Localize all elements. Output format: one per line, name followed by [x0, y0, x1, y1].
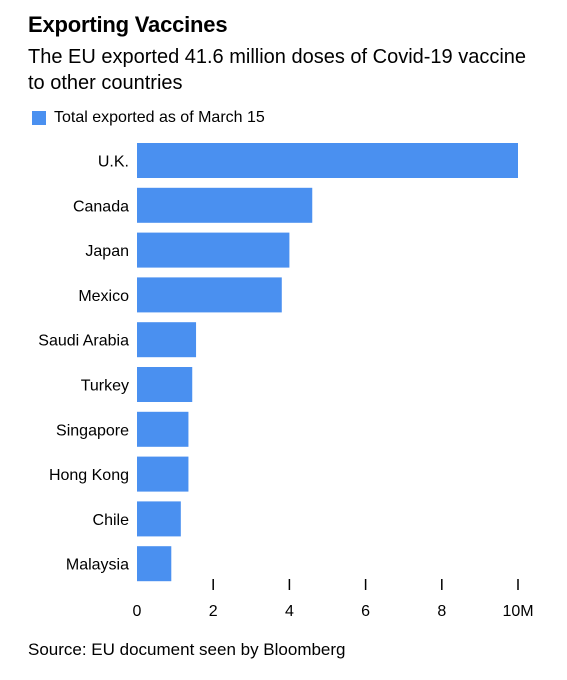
x-tick-label: 10M [502, 603, 533, 620]
bar-canada [137, 187, 313, 223]
bar-turkey [137, 367, 193, 402]
x-tick-label: 8 [437, 603, 446, 620]
x-tick-label: 2 [209, 603, 218, 620]
category-label: Turkey [81, 378, 129, 395]
bar-malaysia [137, 546, 172, 582]
x-tick-label: 0 [133, 603, 142, 620]
bar-japan [137, 232, 290, 268]
legend: Total exported as of March 15 [32, 109, 265, 127]
chart-subtitle: The EU exported 41.6 million doses of Co… [28, 46, 527, 94]
source-note: Source: EU document seen by Bloomberg [28, 640, 346, 659]
chart-title: Exporting Vaccines [28, 12, 228, 37]
category-label: Hong Kong [49, 467, 129, 484]
category-label: Mexico [78, 288, 129, 305]
legend-swatch [32, 111, 46, 125]
bar-u-k [137, 143, 518, 178]
legend-label: Total exported as of March 15 [54, 109, 265, 126]
bar-singapore [137, 411, 189, 447]
x-tick-label: 6 [361, 603, 370, 620]
category-label: Saudi Arabia [38, 333, 129, 350]
category-label: Canada [73, 198, 129, 215]
bar-hong-kong [137, 456, 189, 492]
bar-mexico [137, 277, 282, 313]
category-label: U.K. [98, 154, 129, 171]
x-tick-label: 4 [285, 603, 294, 620]
bar-chile [137, 501, 181, 537]
bar-saudi-arabia [137, 322, 197, 358]
category-label: Chile [93, 512, 130, 529]
category-label: Japan [85, 243, 129, 260]
category-label: Singapore [56, 422, 129, 439]
category-label: Malaysia [66, 557, 129, 574]
